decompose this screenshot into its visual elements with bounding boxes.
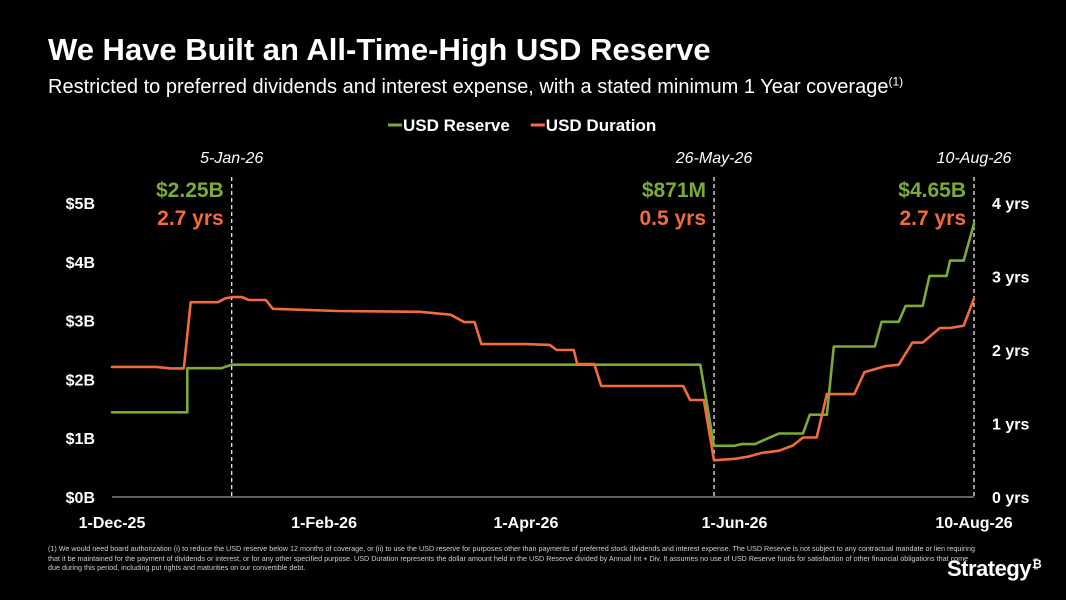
bitcoin-icon: ₿ [1032, 556, 1042, 571]
x-tick-label: 1-Dec-25 [79, 515, 146, 532]
series-line-duration [110, 295, 976, 462]
annotation-date-label: 26-May-26 [675, 150, 753, 167]
y-right-tick-label: 0 yrs [992, 490, 1029, 507]
subtitle-text: Restricted to preferred dividends and in… [48, 76, 889, 98]
strategy-logo: Strategy₿ [947, 556, 1042, 582]
legend-label-duration: USD Duration [546, 116, 657, 135]
y-left-tick-label: $5B [66, 196, 95, 213]
x-tick-label: 1-Apr-26 [493, 515, 558, 532]
y-right-tick-label: 4 yrs [992, 196, 1029, 213]
chart-legend: USD Reserve USD Duration [388, 116, 656, 135]
annotation-reserve-label: $871M [642, 179, 706, 202]
chart-axes: $0B $1B $2B $3B $4B $5B 0 yrs 1 yrs 2 yrs 3 yrs 4 … [66, 196, 1030, 532]
usd-reserve-chart: USD Reserve USD Duration 5-Jan-26 $2.25B 2.… [66, 116, 1030, 532]
chart-annotations: 5-Jan-26 $2.25B 2.7 yrs 26-May-26 $871M 0.5 y… [156, 150, 1011, 497]
y-right-tick-label: 2 yrs [992, 343, 1029, 360]
chart-lines [110, 222, 976, 462]
x-tick-label: 1-Feb-26 [291, 515, 357, 532]
page-subtitle: Restricted to preferred dividends and in… [48, 74, 904, 99]
y-left-tick-label: $0B [66, 490, 95, 507]
annotation-reserve-label: $2.25B [156, 179, 224, 202]
annotation-date-label: 5-Jan-26 [200, 150, 263, 167]
annotation-duration-label: 0.5 yrs [639, 207, 706, 230]
y-left-tick-label: $3B [66, 314, 95, 331]
y-left-tick-label: $1B [66, 431, 95, 448]
page-title: We Have Built an All-Time-High USD Reser… [48, 32, 711, 67]
y-left-tick-label: $4B [66, 255, 95, 272]
x-tick-label: 10-Aug-26 [935, 515, 1012, 532]
annotation-reserve-label: $4.65B [898, 179, 966, 202]
annotation-date-label: 10-Aug-26 [937, 150, 1012, 167]
legend-label-reserve: USD Reserve [403, 116, 510, 135]
footnote: (1) We would need board authorization (i… [48, 544, 976, 572]
subtitle-footnote-mark: (1) [888, 74, 904, 89]
y-left-tick-label: $2B [66, 372, 95, 389]
annotation-duration-label: 2.7 yrs [899, 207, 966, 230]
series-line-reserve [110, 222, 976, 448]
x-tick-label: 1-Jun-26 [702, 515, 768, 532]
y-right-tick-label: 1 yrs [992, 417, 1029, 434]
y-right-tick-label: 3 yrs [992, 270, 1029, 287]
annotation-duration-label: 2.7 yrs [157, 207, 224, 230]
logo-text: Strategy [947, 556, 1032, 581]
